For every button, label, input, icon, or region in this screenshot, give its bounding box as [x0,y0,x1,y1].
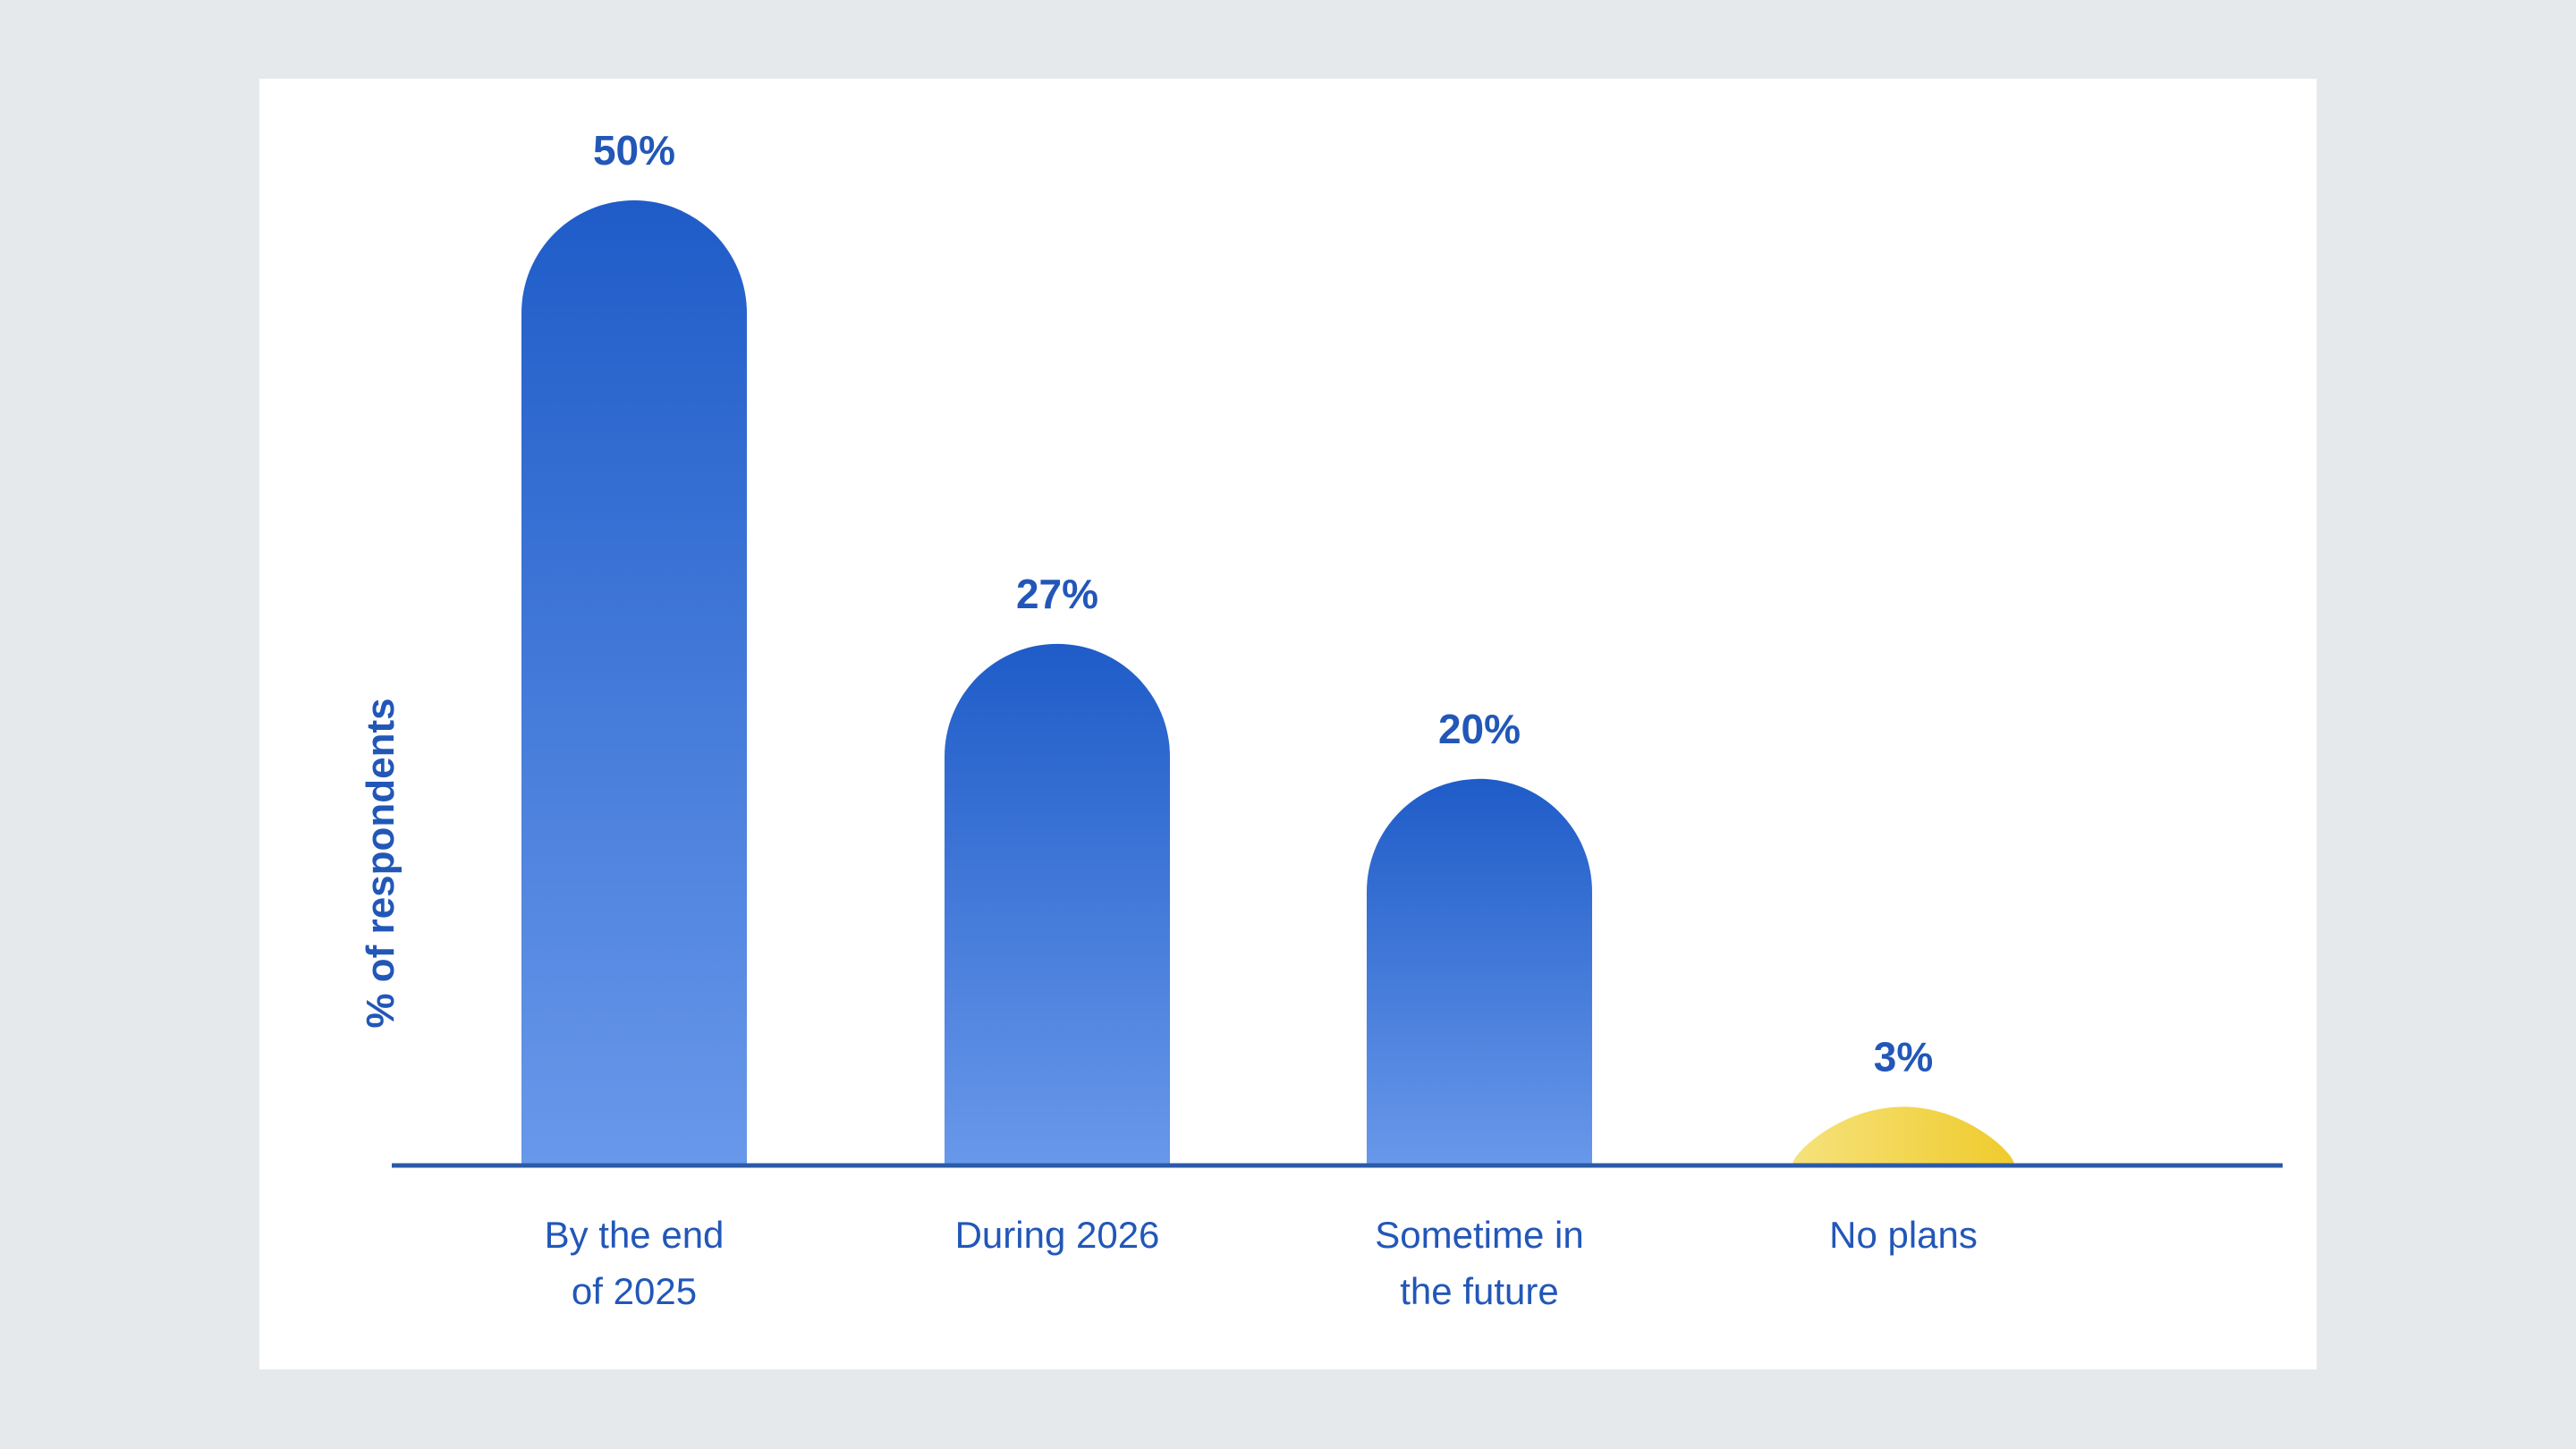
bar-0 [521,200,747,1165]
value-label-0: 50% [593,127,675,174]
y-axis-label: % of respondents [359,698,402,1028]
category-labels-group: By the end of 2025 During 2026 Sometime in t… [545,1214,1978,1312]
category-label-0: By the end of 2025 [545,1214,724,1312]
value-label-1: 27% [1016,571,1098,617]
bar-3 [1792,1106,2014,1165]
value-label-2: 20% [1438,706,1521,752]
bar-1 [945,643,1170,1165]
category-label-2: Sometime in the future [1375,1214,1583,1312]
bar-2 [1367,778,1592,1165]
category-label-3: No plans [1829,1214,1978,1256]
value-label-3: 3% [1874,1033,1933,1080]
bars-group [521,200,2014,1165]
category-label-1: During 2026 [955,1214,1160,1256]
value-labels-group: 50% 27% 20% 3% [593,127,1933,1080]
